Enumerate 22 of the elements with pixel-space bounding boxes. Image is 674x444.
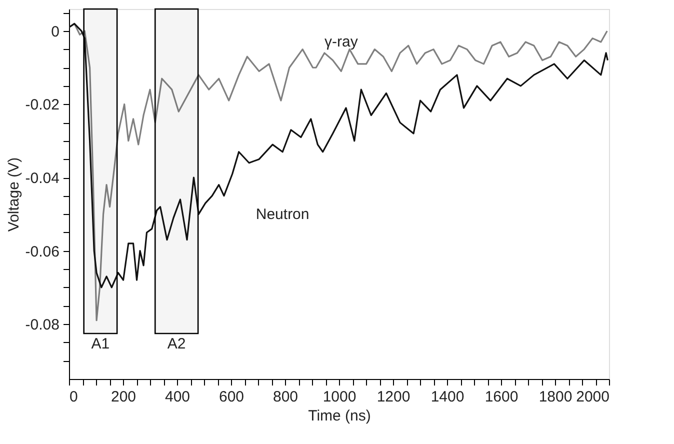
x-tick-label: 1000: [322, 388, 356, 406]
y-tick-label: -0.04: [25, 170, 60, 188]
band-label: A1: [91, 335, 110, 352]
y-tick-label: -0.06: [25, 243, 60, 260]
x-tick-label: 400: [164, 388, 190, 406]
y-axis-title: Voltage (V): [5, 157, 22, 232]
x-tick-label: 0: [70, 388, 78, 406]
x-tick-label: 1800: [538, 388, 572, 406]
y-tick-label: -0.02: [25, 96, 60, 114]
y-tick-label: -0.08: [25, 316, 60, 334]
band-label: A2: [167, 335, 186, 352]
x-tick-label: 800: [272, 388, 298, 406]
x-tick-label: 1400: [430, 388, 464, 406]
y-tick-label: 0: [51, 23, 60, 40]
x-tick-label: 2000: [576, 388, 610, 406]
x-tick-label: 1600: [484, 388, 518, 406]
series-label: γ-ray: [324, 33, 358, 50]
x-tick-label: 600: [218, 388, 244, 406]
x-tick-label: 200: [110, 388, 136, 406]
x-tick-label: 1200: [376, 388, 410, 406]
text: Neutron: [256, 206, 310, 223]
x-axis-title: Time (ns): [308, 408, 371, 424]
